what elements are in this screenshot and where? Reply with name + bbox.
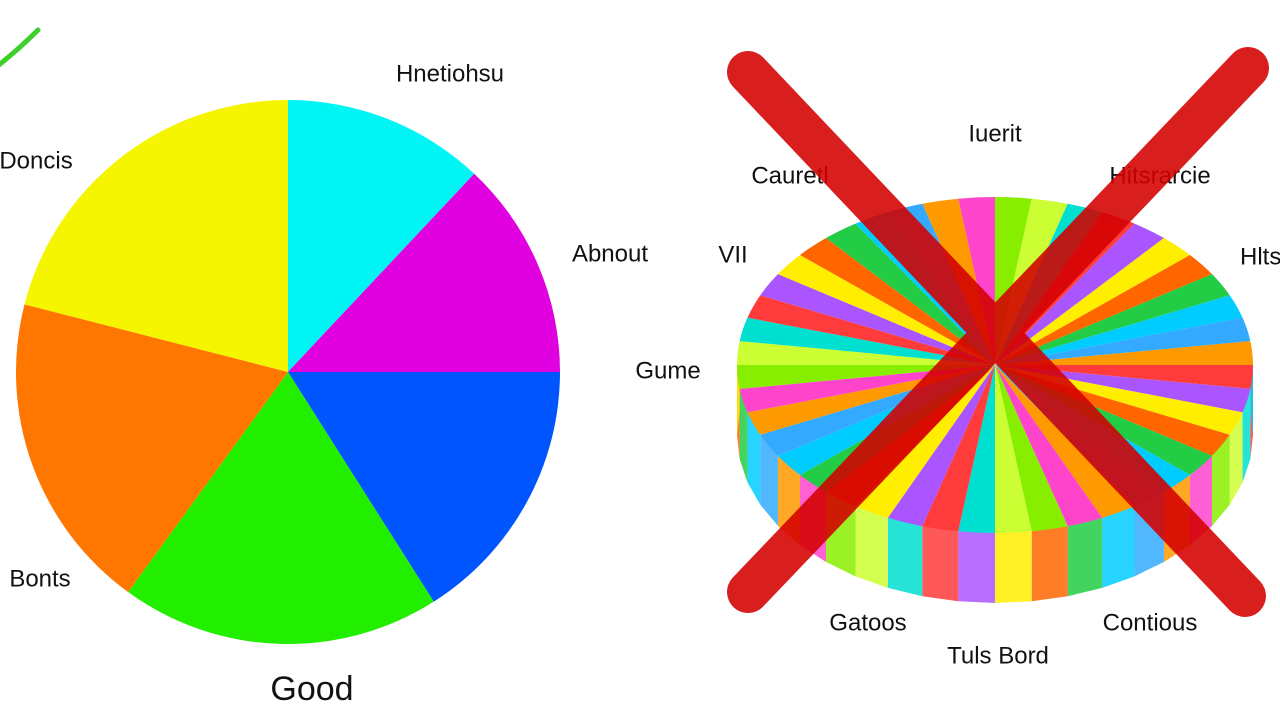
- pie-side: [739, 388, 748, 483]
- pie-wedge: [995, 365, 1135, 518]
- pie-wedge: [995, 238, 1190, 365]
- pie-wedge: [958, 365, 995, 533]
- caption: Good: [270, 670, 353, 708]
- slice-label: Bonts: [9, 565, 70, 592]
- slice-label: Hnetiohsu: [396, 60, 504, 87]
- pie-wedge: [995, 254, 1213, 365]
- pie-wedge: [777, 254, 995, 365]
- pie-label: VII: [718, 241, 747, 268]
- pie-wedge: [995, 365, 1103, 527]
- pie-label: Hlts: [1240, 243, 1280, 270]
- pie-label: Gatoos: [829, 609, 906, 636]
- slice-label: Abnout: [572, 240, 648, 267]
- pie-label: Gume: [635, 357, 700, 384]
- pie-wedge: [995, 341, 1253, 365]
- pie-side: [1229, 412, 1243, 505]
- pie-side: [1242, 388, 1251, 483]
- pie-wedge: [747, 295, 995, 365]
- red-cross: [727, 47, 1269, 617]
- pie-wedge: [995, 365, 1068, 532]
- pie-slice: [288, 100, 475, 372]
- pie-side: [747, 412, 761, 505]
- pie-wedge: [995, 223, 1164, 365]
- pie-side: [887, 517, 923, 597]
- pie-wedge: [739, 317, 995, 365]
- pie-wedge: [995, 365, 1032, 533]
- pie-slice: [288, 372, 560, 602]
- pie-slice: [128, 372, 434, 644]
- pie-wedge: [995, 317, 1251, 365]
- pie-side: [1212, 434, 1230, 526]
- pie-side: [855, 506, 888, 588]
- pie-wedge: [737, 341, 995, 365]
- check-mark: [0, 27, 41, 68]
- pie-side: [1031, 526, 1068, 602]
- good-pie: [15, 100, 560, 644]
- pie-side: [995, 531, 1032, 603]
- pie-slice: [288, 173, 560, 372]
- pie-wedge: [800, 238, 995, 365]
- pie-slice: [15, 304, 288, 593]
- pie-wedge: [760, 274, 995, 365]
- pie-label: Iuerit: [968, 120, 1022, 147]
- pie-wedge: [855, 365, 995, 518]
- pie-side: [958, 531, 995, 603]
- pie-side: [760, 434, 778, 526]
- pie-wedge: [995, 274, 1230, 365]
- cross-stroke: [727, 47, 1269, 613]
- pie-slice: [24, 100, 288, 372]
- slice-label: Doncis: [0, 147, 73, 174]
- pie-label: Tuls Bord: [947, 642, 1049, 669]
- pie-wedge: [826, 223, 995, 365]
- pie-wedge: [887, 365, 995, 527]
- pie-side: [1067, 517, 1103, 597]
- pie-label: Contious: [1103, 609, 1198, 636]
- pie-side: [922, 526, 959, 602]
- pie-wedge: [995, 295, 1243, 365]
- pie-side: [1102, 506, 1135, 588]
- pie-wedge: [922, 365, 995, 532]
